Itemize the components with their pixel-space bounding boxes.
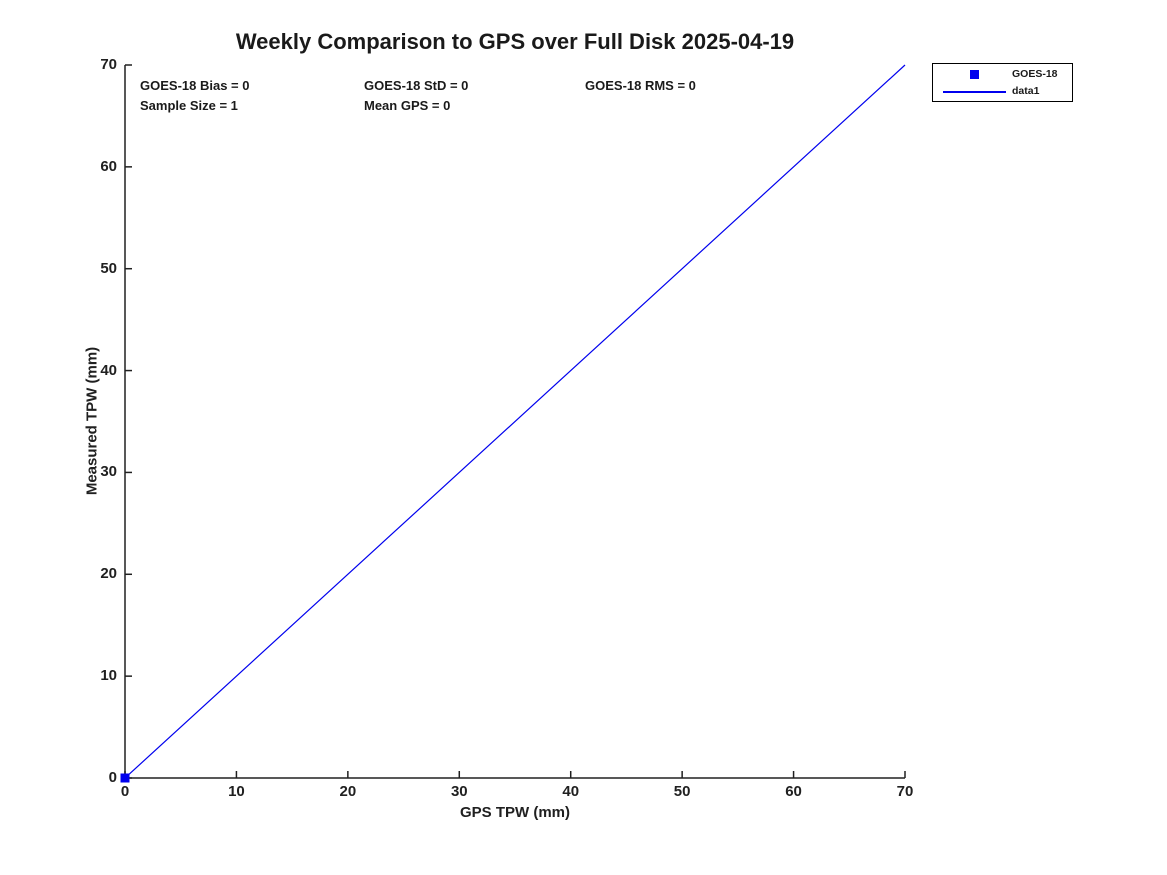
x-tick-label: 50 (673, 783, 691, 800)
annotation-text: Sample Size = 1 (140, 98, 238, 113)
y-tick-label: 40 (100, 361, 117, 379)
x-tick-label: 10 (228, 783, 245, 800)
x-tick-label: 40 (562, 783, 580, 800)
y-tick-label: 10 (100, 667, 117, 685)
x-tick-label: 20 (339, 783, 357, 800)
annotation-text: Mean GPS = 0 (364, 98, 451, 113)
x-axis-label: GPS TPW (mm) (459, 804, 570, 821)
square-marker-icon (969, 70, 979, 79)
line-sample-icon (942, 90, 1006, 93)
series-line-data1 (124, 64, 906, 779)
y-tick-label: 20 (100, 565, 117, 583)
legend-key-area (941, 66, 1007, 83)
annotation-text: GOES-18 StD = 0 (364, 78, 469, 93)
y-tick-label: 0 (108, 769, 117, 786)
legend-label: GOES-18 (1012, 68, 1058, 80)
x-tick-label: 0 (120, 783, 130, 800)
legend-label: data1 (1012, 85, 1040, 97)
legend-box: GOES-18 data1 (932, 63, 1073, 102)
y-tick-label: 30 (100, 463, 117, 481)
legend-key-area (941, 83, 1007, 100)
annotation-text: GOES-18 Bias = 0 (140, 78, 250, 93)
annotation-text: GOES-18 RMS = 0 (585, 78, 696, 93)
y-tick-label: 50 (100, 259, 117, 277)
x-tick-label: 70 (896, 783, 914, 800)
legend-entry-goes18: GOES-18 (933, 66, 1072, 83)
chart-title: Weekly Comparison to GPS over Full Disk … (235, 29, 795, 54)
x-tick-label: 60 (785, 783, 802, 800)
y-tick-label: 70 (100, 56, 117, 73)
y-tick-label: 60 (100, 157, 117, 175)
legend-entry-data1: data1 (933, 83, 1072, 100)
x-tick-label: 30 (450, 783, 468, 800)
